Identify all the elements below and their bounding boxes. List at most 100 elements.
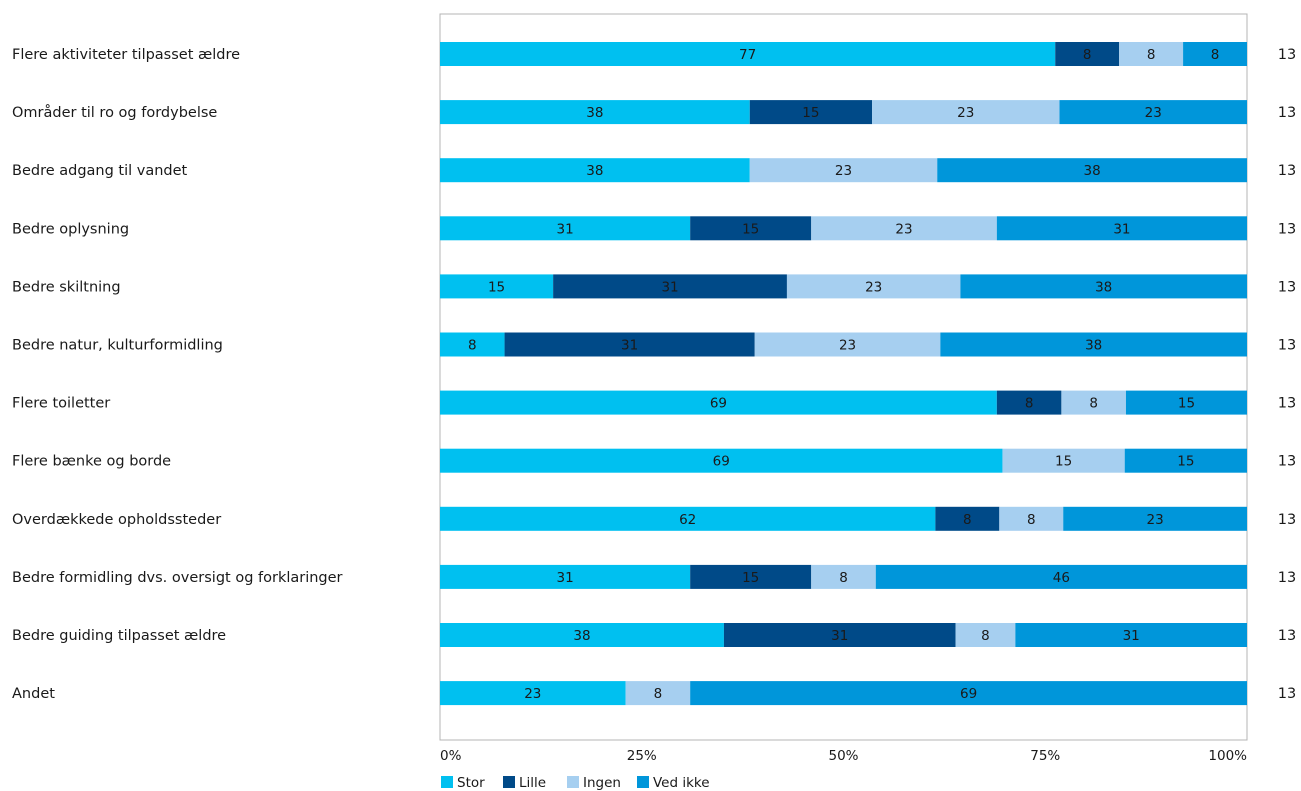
data-label: 15 [742,221,759,237]
x-tick-label: 100% [1208,748,1247,764]
data-label: 15 [1055,454,1072,470]
data-label: 69 [960,686,977,702]
category-label: Bedre skiltning [12,279,121,295]
bar-segment-stor [440,564,691,589]
legend-label: Ingen [583,775,621,791]
data-label: 23 [865,279,882,295]
bar-segment-ved-ikke [1183,42,1247,66]
bar-segment-ingen [754,332,941,357]
bar-segment-ingen [955,623,1016,647]
data-label: 31 [1123,628,1140,644]
data-label: 38 [1085,338,1102,354]
legend-label: Lille [519,775,546,791]
data-label: 46 [1053,570,1070,586]
data-label: 31 [556,570,573,586]
x-tick-label: 50% [828,748,858,764]
data-label: 23 [1145,105,1162,121]
bar-segment-stor [440,448,1003,473]
bar-segment-ved-ikke [937,158,1247,183]
data-label: 31 [621,338,638,354]
bar-segment-stor [440,274,554,299]
data-label: 8 [654,686,663,702]
bar-segment-ved-ikke [940,332,1247,357]
data-label: 77 [739,47,756,63]
bar-segment-ingen [786,274,961,299]
bar-segment-ingen [1119,42,1184,66]
data-label: 38 [586,105,603,121]
bar-segment-lille [935,506,1000,531]
category-label: Overdækkede opholdssteder [12,512,221,528]
bar-segment-ved-ikke [996,216,1247,241]
bar-segment-lille [1055,42,1120,66]
category-label: Bedre formidling dvs. oversigt og forkla… [12,570,343,586]
bar-segment-ved-ikke [1063,506,1247,531]
data-label: 8 [1083,47,1092,63]
bar-segment-stor [440,100,750,125]
data-label: 8 [468,338,477,354]
data-label: 31 [661,279,678,295]
respondent-count: 13 [1278,570,1296,586]
data-label: 8 [1147,47,1156,63]
data-label: 38 [586,163,603,179]
bar-segment-lille [504,332,755,357]
bar-segment-ved-ikke [1059,100,1247,125]
category-label: Andet [12,686,55,702]
bar-segment-ingen [1061,390,1126,415]
bar-segment-stor [440,42,1056,66]
data-label: 23 [835,163,852,179]
bar-segment-ved-ikke [875,564,1247,589]
bar-segment-ingen [872,100,1060,125]
bar-segment-ingen [811,564,876,589]
bar-segment-lille [690,216,812,241]
bar-segment-stor [440,681,626,706]
bar-segment-ingen [811,216,997,241]
legend-swatch [441,776,453,788]
data-label: 8 [981,628,990,644]
legend-label: Ved ikke [653,775,710,791]
legend-swatch [567,776,579,788]
x-tick-label: 25% [627,748,657,764]
data-label: 8 [839,570,848,586]
bar-segment-ved-ikke [1125,390,1247,415]
data-label: 31 [1113,221,1130,237]
bar-segment-ved-ikke [690,681,1247,706]
respondent-count: 13 [1278,338,1296,354]
bar-segment-stor [440,216,691,241]
bar-segment-lille [749,100,873,125]
respondent-count: 13 [1278,512,1296,528]
data-label: 62 [679,512,696,528]
legend-label: Stor [457,775,485,791]
data-label: 8 [1025,396,1034,412]
bar-segment-stor [440,506,936,531]
bar-segment-stor [440,158,750,183]
respondent-count: 13 [1278,221,1296,237]
bar-segment-ingen [749,158,938,183]
data-label: 15 [802,105,819,121]
bar-segment-stor [440,623,724,647]
bar-segment-ved-ikke [1015,623,1247,647]
bar-segment-ingen [1002,448,1125,473]
respondent-count: 13 [1278,628,1296,644]
data-label: 69 [710,396,727,412]
respondent-count: 13 [1278,396,1296,412]
data-label: 31 [556,221,573,237]
data-label: 38 [573,628,590,644]
category-label: Flere aktiviteter tilpasset ældre [12,47,240,63]
bar-segment-lille [723,623,956,647]
data-label: 38 [1084,163,1101,179]
bar-segment-lille [996,390,1062,415]
category-label: Bedre guiding tilpasset ældre [12,628,226,644]
data-label: 8 [1211,47,1220,63]
legend-swatch [503,776,515,788]
data-label: 23 [839,338,856,354]
bar-segment-stor [440,390,997,415]
respondent-count: 13 [1278,279,1296,295]
data-label: 69 [713,454,730,470]
data-label: 15 [488,279,505,295]
legend-swatch [637,776,649,788]
bar-segment-ingen [999,506,1064,531]
bar-segment-ingen [625,681,691,706]
data-label: 15 [1178,396,1195,412]
data-label: 23 [957,105,974,121]
bar-segment-ved-ikke [1124,448,1247,473]
